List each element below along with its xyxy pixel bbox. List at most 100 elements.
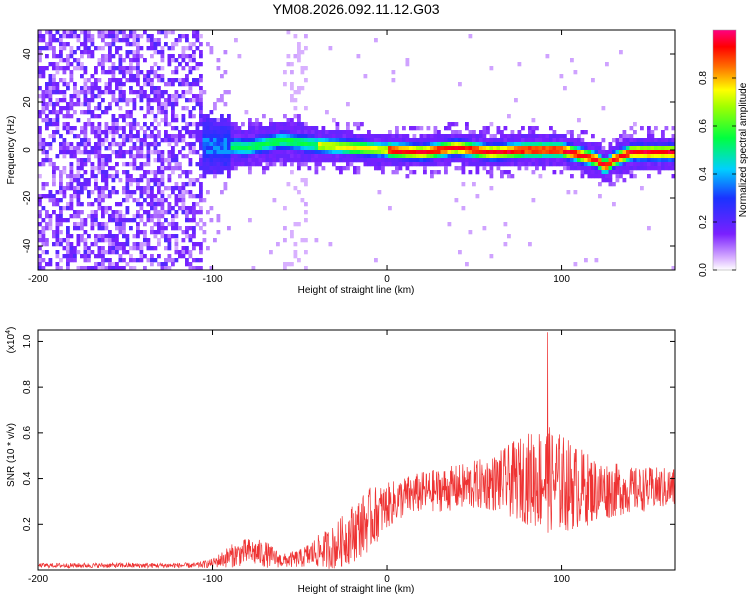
spectrogram-cell <box>472 142 476 147</box>
spectrogram-cell <box>640 166 644 171</box>
spectrogram-cell <box>213 166 217 171</box>
spectrogram-cell <box>510 158 515 163</box>
spectrogram-cell <box>444 134 448 139</box>
spectrogram-cell <box>76 234 81 239</box>
spectrogram-cell <box>195 78 200 83</box>
spectrogram-cell <box>451 134 455 139</box>
spectrogram-cell <box>73 246 77 251</box>
spectrogram-cell <box>171 42 175 47</box>
spectrogram-cell <box>136 34 140 39</box>
colorbar-label: Normalized spectral amplitude <box>738 82 749 217</box>
spectrogram-cell <box>118 258 123 263</box>
spectrogram-cell <box>209 122 214 127</box>
spectrogram-cell <box>202 118 207 123</box>
spectrogram-cell <box>209 206 214 211</box>
spectrogram-cell <box>556 162 560 167</box>
spectrogram-cell <box>398 158 403 163</box>
spectrogram-cell <box>374 166 378 171</box>
spectrogram-cell <box>132 158 137 163</box>
spectrogram-cell <box>178 198 182 203</box>
spectrogram-cell <box>48 226 53 231</box>
spectrogram-cell <box>59 54 63 59</box>
spectrogram-cell <box>577 158 581 163</box>
spectrogram-cell <box>262 146 266 151</box>
spectrogram-cell <box>129 78 133 83</box>
spectrogram-cell <box>447 134 452 139</box>
spectrogram-cell <box>528 146 532 151</box>
spectrogram-cell <box>185 170 189 175</box>
spectrogram-cell <box>157 50 161 55</box>
spectrogram-cell <box>237 142 242 147</box>
spectrogram-cell <box>66 238 70 243</box>
spectrogram-cell <box>573 162 578 167</box>
spectrogram-cell <box>94 78 98 83</box>
spectrogram-cell <box>307 146 312 151</box>
spectrogram-cell <box>69 246 74 251</box>
spectrogram-cell <box>150 206 154 211</box>
spectrogram-cell <box>461 162 466 167</box>
spectrogram-cell <box>300 66 305 71</box>
spectrogram-cell <box>111 54 116 59</box>
spectrogram-cell <box>500 158 504 163</box>
spectrogram-cell <box>559 154 564 159</box>
spectrogram-cell <box>391 134 396 139</box>
spectrogram-cell <box>167 134 172 139</box>
spectrogram-cell <box>384 138 389 143</box>
spectrogram-cell <box>311 158 315 163</box>
spectrogram-cell <box>115 82 119 87</box>
spectrogram-cell <box>188 98 193 103</box>
spectrogram-cell <box>108 126 112 131</box>
spectrogram-cell <box>290 98 294 103</box>
spectrogram-cell <box>111 42 116 47</box>
spectrogram-cell <box>643 154 648 159</box>
spectrogram-cell <box>55 154 60 159</box>
spectrogram-cell <box>87 138 91 143</box>
spectrogram-cell <box>500 142 504 147</box>
spectrogram-cell <box>157 186 161 191</box>
spectrogram-cell <box>629 126 634 131</box>
spectrogram-cell <box>139 70 144 75</box>
spectrogram-cell <box>73 154 77 159</box>
spectrogram-cell <box>97 130 102 135</box>
spectrogram-cell <box>423 134 427 139</box>
spectrogram-cell <box>73 222 77 227</box>
spectrogram-cell <box>66 234 70 239</box>
spectrogram-cell <box>234 154 238 159</box>
spectrogram-cell <box>479 138 483 143</box>
spectrogram-cell <box>90 74 95 79</box>
spectrogram-cell <box>409 162 413 167</box>
spectrogram-cell <box>514 146 518 151</box>
spectrogram-cell <box>570 174 574 179</box>
spectrogram-cell <box>66 218 70 223</box>
spectrogram-cell <box>62 114 67 119</box>
spectrogram-cell <box>150 66 154 71</box>
spectrogram-cell <box>122 118 126 123</box>
spectrogram-cell <box>304 34 308 39</box>
spectrogram-cell <box>622 154 627 159</box>
spectrogram-cell <box>90 242 95 247</box>
spectrogram-cell <box>451 150 455 155</box>
spectrogram-cell <box>52 230 56 235</box>
spectrogram-cell <box>181 238 186 243</box>
spectrogram-cell <box>573 138 578 143</box>
spectrogram-cell <box>59 190 63 195</box>
spectrogram-cell <box>66 82 70 87</box>
spectrogram-cell <box>164 234 168 239</box>
spectrogram-cell <box>475 170 480 175</box>
spectrogram-cell <box>419 154 424 159</box>
spectrogram-cell <box>290 130 294 135</box>
spectrogram-cell <box>433 154 438 159</box>
spectrogram-cell <box>416 146 420 151</box>
spectrogram-cell <box>132 258 137 263</box>
spectrogram-cell <box>115 86 119 91</box>
spectrogram-cell <box>325 138 329 143</box>
spectrogram-cell <box>398 162 403 167</box>
spectrogram-cell <box>118 210 123 215</box>
spectrogram-cell <box>129 86 133 91</box>
spectrogram-cell <box>188 142 193 147</box>
spectrogram-cell <box>220 94 224 99</box>
spectrogram-cell <box>255 134 259 139</box>
spectrogram-cell <box>227 162 231 167</box>
spectrogram-cell <box>342 138 347 143</box>
spectrogram-cell <box>465 142 469 147</box>
